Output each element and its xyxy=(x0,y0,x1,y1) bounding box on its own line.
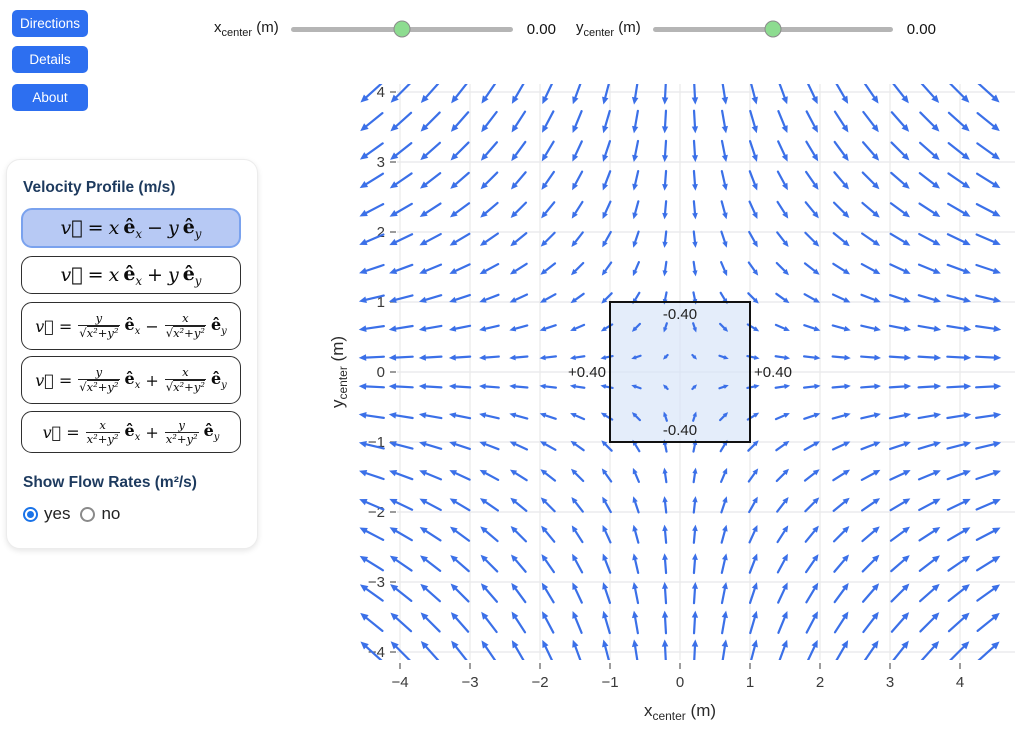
vector-field-plot[interactable]: −4 −3 −2 −1 0 1 2 3 4 −4 −3 −2 −1 0 1 2 3 4 -0.40 -0.40 +0.4… xyxy=(330,66,1024,726)
svg-text:4: 4 xyxy=(956,674,964,691)
svg-text:0: 0 xyxy=(377,364,385,381)
velocity-profile-option-2[interactable]: v⃗ = x êx + y êy xyxy=(21,256,241,294)
flux-rate-label: +0.40 xyxy=(568,364,606,381)
y-center-slider-thumb[interactable] xyxy=(764,20,782,38)
velocity-profile-panel: Velocity Profile (m/s) v⃗ = x êx − y êy v⃗ = x êx… xyxy=(6,159,258,549)
flux-rate-label: +0.40 xyxy=(754,364,792,381)
x-center-slider: xcenter (m) 0.00 xyxy=(214,16,556,42)
details-button[interactable]: Details xyxy=(12,46,88,73)
svg-text:1: 1 xyxy=(746,674,754,691)
y-center-slider-label: ycenter (m) xyxy=(576,19,641,39)
y-center-slider-track[interactable] xyxy=(652,20,893,38)
flow-rates-yes-label[interactable]: yes xyxy=(44,504,71,523)
flux-rate-label: -0.40 xyxy=(663,422,697,439)
svg-text:0: 0 xyxy=(676,674,684,691)
flow-rates-no-label[interactable]: no xyxy=(101,504,121,523)
flux-box-border xyxy=(609,301,751,443)
flux-box-fill xyxy=(610,302,750,442)
svg-text:−4: −4 xyxy=(391,674,408,691)
y-center-slider: ycenter (m) 0.00 xyxy=(576,16,936,42)
velocity-profile-title: Velocity Profile (m/s) xyxy=(23,179,176,196)
svg-text:−4: −4 xyxy=(368,644,385,661)
svg-text:−2: −2 xyxy=(531,674,548,691)
velocity-profile-option-5[interactable]: v⃗ = x x²+y² êx + y x²+y² êy xyxy=(21,411,241,453)
svg-text:2: 2 xyxy=(816,674,824,691)
x-center-slider-track[interactable] xyxy=(290,20,513,38)
velocity-profile-option-1[interactable]: v⃗ = x êx − y êy xyxy=(21,208,241,248)
velocity-profile-option-3[interactable]: v⃗ = y √ x²+y² êx − x √ x²+y² êy xyxy=(21,302,241,350)
about-button[interactable]: About xyxy=(12,84,88,111)
x-axis-title: xcenter (m) xyxy=(644,701,716,723)
x-center-slider-thumb[interactable] xyxy=(393,20,411,38)
x-center-slider-label: xcenter (m) xyxy=(214,19,279,39)
vector-arrows xyxy=(358,84,1002,660)
svg-text:−3: −3 xyxy=(368,574,385,591)
x-center-slider-value: 0.00 xyxy=(526,20,556,38)
svg-text:3: 3 xyxy=(377,154,385,171)
flow-rate-radio-group: yes no xyxy=(23,504,130,524)
flow-rates-no-radio[interactable] xyxy=(80,506,96,522)
y-axis-title: ycenter (m) xyxy=(330,336,350,408)
svg-text:1: 1 xyxy=(377,294,385,311)
directions-button[interactable]: Directions xyxy=(12,10,88,37)
svg-text:−3: −3 xyxy=(461,674,478,691)
y-center-slider-value: 0.00 xyxy=(906,20,936,38)
svg-text:2: 2 xyxy=(377,224,385,241)
flux-rate-label: -0.40 xyxy=(663,306,697,323)
flow-rates-yes-radio[interactable] xyxy=(23,506,38,522)
velocity-profile-option-4[interactable]: v⃗ = y √ x²+y² êx + x √ x²+y² êy xyxy=(21,356,241,404)
show-flow-rates-title: Show Flow Rates (m²/s) xyxy=(23,474,197,491)
svg-text:−1: −1 xyxy=(601,674,618,691)
svg-text:4: 4 xyxy=(377,84,385,101)
svg-text:3: 3 xyxy=(886,674,894,691)
